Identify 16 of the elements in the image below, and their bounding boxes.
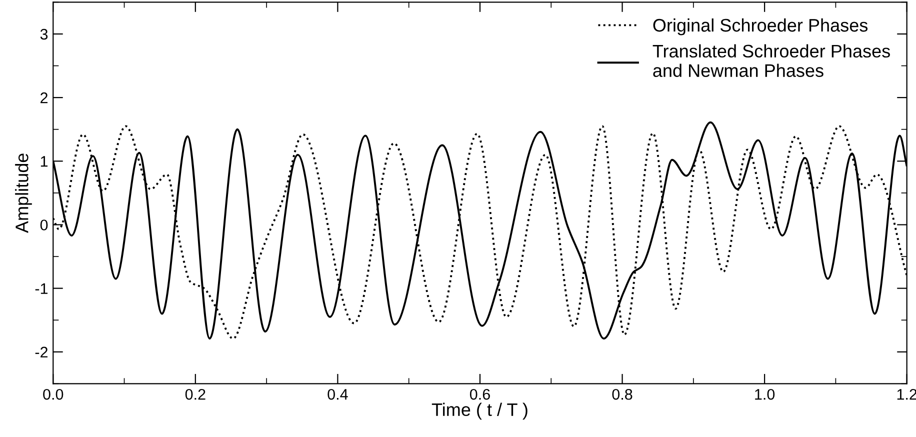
- y-tick-label: 1: [40, 156, 48, 167]
- x-tick-label: 0.8: [612, 388, 632, 400]
- x-tick-label: 1.0: [755, 388, 775, 400]
- legend-label: Translated Schroeder Phases and Newman Phases: [652, 44, 890, 78]
- x-tick-label: 0.0: [43, 388, 64, 400]
- x-axis-title: Time ( t / T ): [432, 402, 528, 420]
- y-tick-label: -2: [35, 346, 48, 358]
- y-tick-label: 3: [40, 28, 48, 40]
- x-tick-label: 0.4: [328, 388, 348, 400]
- legend-label: Original Schroeder Phases: [653, 18, 868, 36]
- y-tick-label: 2: [40, 92, 48, 104]
- y-tick-label: 0: [40, 220, 48, 230]
- y-axis-title: Amplitude: [15, 154, 32, 234]
- x-tick-label: 0.2: [185, 388, 206, 400]
- y-tick-label: -1: [35, 283, 48, 294]
- x-tick-label: 0.6: [470, 388, 490, 400]
